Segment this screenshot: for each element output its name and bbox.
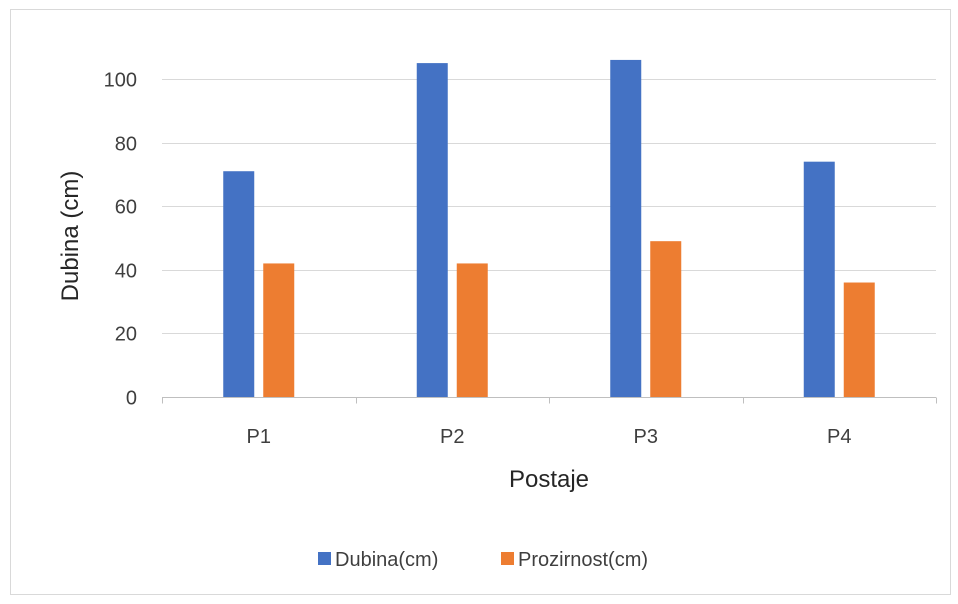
legend-label-dubina: Dubina(cm) — [335, 549, 438, 571]
legend: Dubina(cm) Prozirnost(cm) — [318, 549, 648, 571]
bar-p1-dubina — [223, 171, 255, 397]
x-tick-label-p1: P1 — [247, 426, 271, 448]
bar-p4-dubina — [803, 161, 835, 397]
bar-p2-dubina — [416, 63, 448, 397]
axes: 0 20 40 60 80 100 P1 P2 P3 P4 — [104, 70, 937, 448]
x-tick-label-p2: P2 — [440, 426, 464, 448]
bars — [223, 59, 875, 398]
y-tick-label-20: 20 — [115, 324, 137, 346]
y-tick-label-100: 100 — [104, 70, 137, 92]
legend-label-prozirnost: Prozirnost(cm) — [518, 549, 648, 571]
bar-p3-dubina — [610, 59, 642, 398]
legend-swatch-dubina — [318, 552, 331, 565]
bar-p1-prozirnost — [263, 263, 295, 397]
bar-p2-prozirnost — [456, 263, 488, 397]
x-axis-title: Postaje — [509, 466, 589, 493]
y-axis-title: Dubina (cm) — [57, 171, 84, 302]
legend-swatch-prozirnost — [501, 552, 514, 565]
x-tick-label-p3: P3 — [634, 426, 658, 448]
y-tick-label-60: 60 — [115, 197, 137, 219]
y-tick-label-40: 40 — [115, 261, 137, 283]
bar-p3-prozirnost — [650, 241, 682, 397]
bar-p4-prozirnost — [843, 282, 875, 397]
y-tick-label-0: 0 — [126, 388, 137, 410]
y-tick-label-80: 80 — [115, 134, 137, 156]
chart-border — [10, 9, 951, 595]
x-tick-label-p4: P4 — [827, 426, 851, 448]
